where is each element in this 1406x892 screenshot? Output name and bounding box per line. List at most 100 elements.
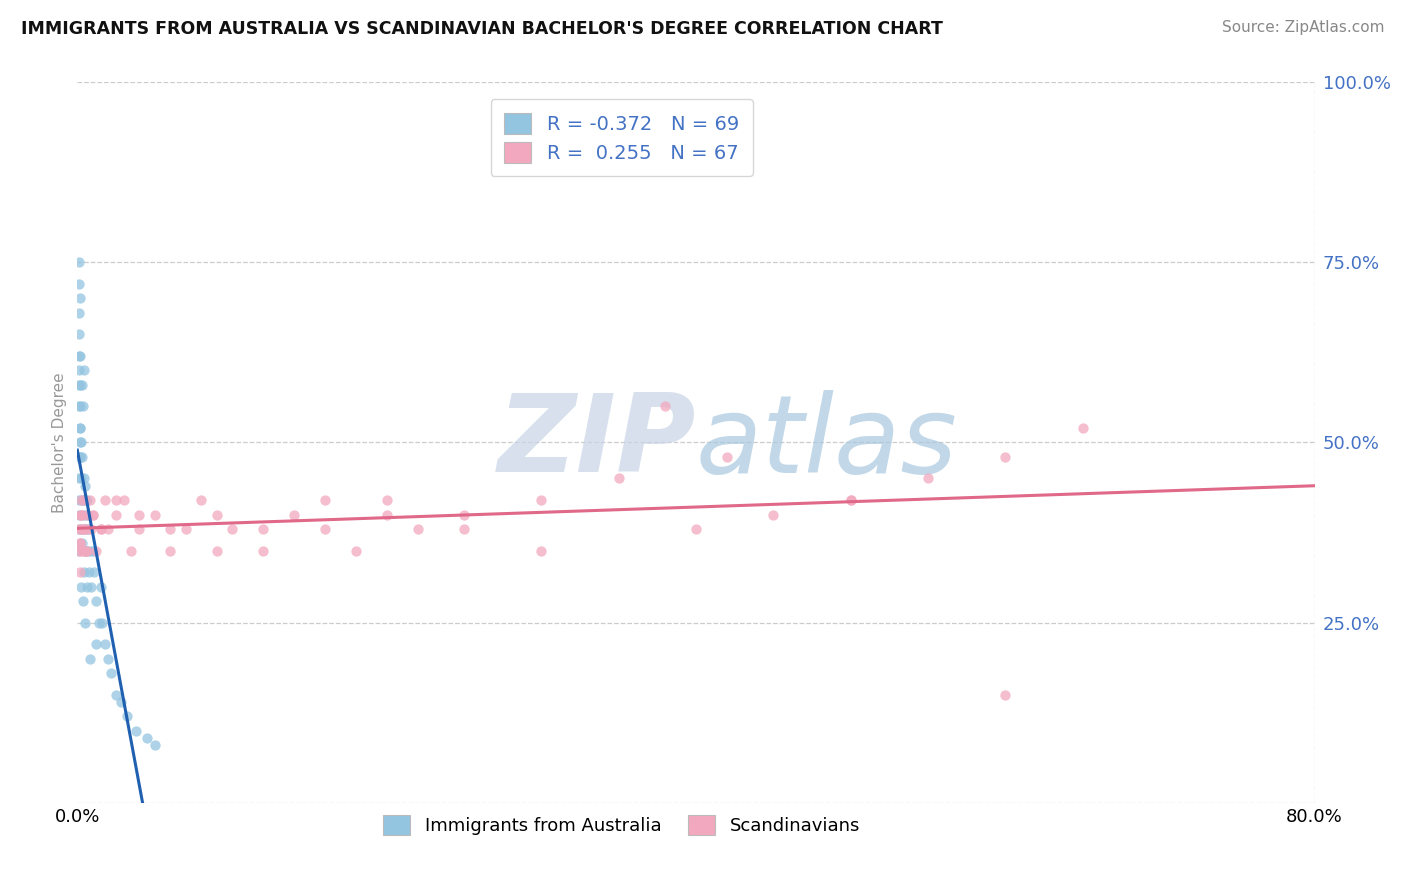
Point [72, 450, 94, 464]
Point [73, 493, 96, 508]
Point [105, 508, 127, 522]
Point [69, 536, 91, 550]
Point [84, 543, 107, 558]
Point [69, 450, 91, 464]
Point [76, 543, 98, 558]
Point [530, 543, 553, 558]
Point [72, 522, 94, 536]
Point [69, 400, 91, 414]
Point [1071, 421, 1094, 435]
Point [283, 508, 305, 522]
Point [76, 493, 98, 508]
Point [69, 508, 91, 522]
Point [136, 731, 159, 745]
Point [67, 493, 90, 508]
Point [84, 594, 107, 608]
Point [72, 493, 94, 508]
Point [69, 377, 91, 392]
Point [716, 450, 738, 464]
Point [654, 400, 676, 414]
Point [252, 543, 274, 558]
Point [70, 508, 93, 522]
Legend: Immigrants from Australia, Scandinavians: Immigrants from Australia, Scandinavians [374, 806, 869, 844]
Point [69, 349, 91, 363]
Point [221, 522, 243, 536]
Point [72, 400, 94, 414]
Point [73, 493, 96, 508]
Point [190, 493, 212, 508]
Point [82, 508, 104, 522]
Point [79, 543, 101, 558]
Point [69, 421, 91, 435]
Point [97, 651, 120, 665]
Point [70, 493, 93, 508]
Point [70, 377, 93, 392]
Point [75, 543, 96, 558]
Point [67, 377, 90, 392]
Point [105, 493, 127, 508]
Point [406, 522, 429, 536]
Point [205, 508, 228, 522]
Point [87, 615, 110, 630]
Point [72, 522, 94, 536]
Point [159, 522, 181, 536]
Point [67, 363, 90, 377]
Point [69, 327, 91, 342]
Point [76, 543, 98, 558]
Point [83, 565, 105, 579]
Point [685, 522, 707, 536]
Point [375, 493, 398, 508]
Point [82, 508, 104, 522]
Point [75, 478, 97, 492]
Point [112, 493, 135, 508]
Point [121, 543, 143, 558]
Point [69, 435, 91, 450]
Point [69, 291, 91, 305]
Point [100, 666, 122, 681]
Point [80, 522, 103, 536]
Point [252, 522, 274, 536]
Point [77, 522, 100, 536]
Point [77, 522, 100, 536]
Point [314, 493, 336, 508]
Point [125, 723, 148, 738]
Point [115, 709, 138, 723]
Point [453, 522, 475, 536]
Point [994, 450, 1017, 464]
Point [143, 738, 166, 752]
Point [69, 536, 91, 550]
Point [67, 543, 90, 558]
Point [75, 522, 96, 536]
Point [72, 565, 94, 579]
Point [80, 580, 103, 594]
Point [174, 522, 197, 536]
Text: Source: ZipAtlas.com: Source: ZipAtlas.com [1222, 20, 1385, 35]
Point [205, 543, 228, 558]
Point [67, 522, 90, 536]
Point [762, 508, 785, 522]
Point [73, 508, 96, 522]
Point [69, 471, 91, 485]
Point [75, 543, 97, 558]
Point [530, 493, 553, 508]
Point [69, 421, 91, 435]
Point [344, 543, 367, 558]
Point [314, 522, 336, 536]
Text: ZIP: ZIP [498, 390, 696, 495]
Point [70, 508, 93, 522]
Point [70, 435, 93, 450]
Point [128, 522, 150, 536]
Point [105, 688, 127, 702]
Point [67, 255, 90, 269]
Point [76, 580, 98, 594]
Point [839, 493, 862, 508]
Point [375, 508, 398, 522]
Point [994, 688, 1017, 702]
Point [82, 543, 104, 558]
Point [77, 565, 100, 579]
Point [67, 306, 90, 320]
Point [79, 493, 101, 508]
Point [91, 615, 114, 630]
Point [97, 522, 120, 536]
Point [67, 522, 90, 536]
